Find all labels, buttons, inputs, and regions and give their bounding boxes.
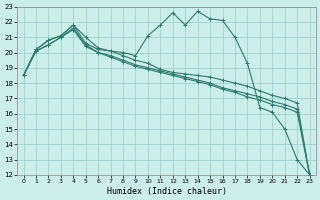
- X-axis label: Humidex (Indice chaleur): Humidex (Indice chaleur): [107, 187, 227, 196]
